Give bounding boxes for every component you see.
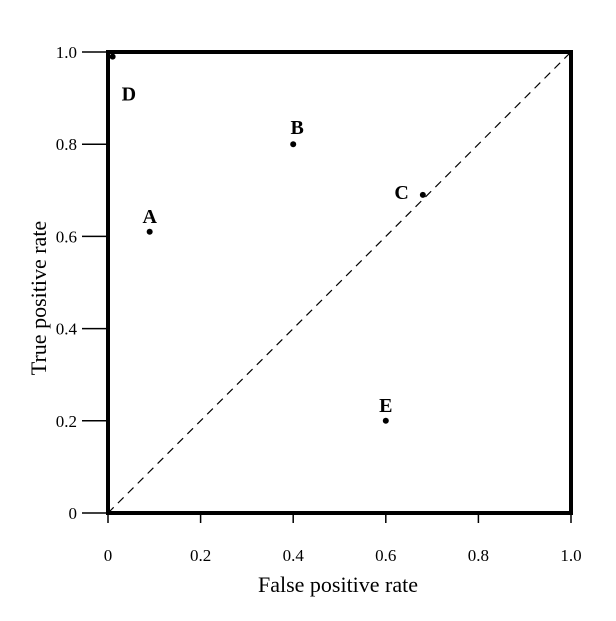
x-tick-label: 0.6 [375,546,396,565]
data-point-a [146,228,153,235]
x-tick-label: 0.4 [283,546,305,565]
x-tick-label: 1.0 [560,546,581,565]
point-label-a: A [142,206,157,228]
point-label-e: E [379,395,392,417]
x-tick-label: 0 [104,546,113,565]
data-point-d [109,53,116,60]
y-axis-title: True positive rate [26,221,51,375]
point-label-b: B [291,117,304,139]
y-tick-label: 0.6 [56,227,77,246]
y-tick-label: 0 [69,504,78,523]
y-tick-label: 0.8 [56,135,77,154]
point-label-d: D [122,84,136,106]
plot-frame [106,50,573,515]
data-point-c [419,191,426,198]
data-point-e [382,417,389,424]
x-tick-label: 0.8 [468,546,489,565]
x-axis-title: False positive rate [258,572,418,597]
x-tick-label: 0.2 [190,546,211,565]
point-label-c: C [394,182,408,204]
data-point-b [290,141,297,148]
y-tick-label: 0.2 [56,412,77,431]
y-tick-label: 1.0 [56,43,77,62]
reference-diagonal-line [107,51,572,514]
y-tick-label: 0.4 [56,320,78,339]
